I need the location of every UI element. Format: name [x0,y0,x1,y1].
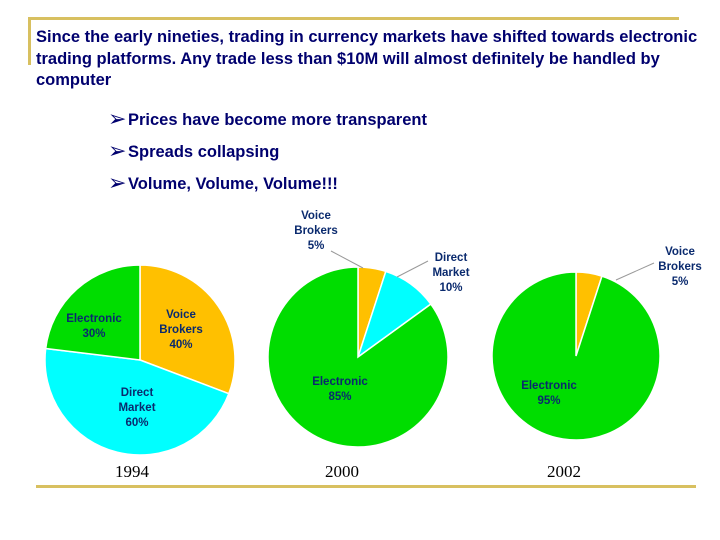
slice-label: Electronic 30% [66,313,122,340]
pie-slice [44,264,141,361]
intro-text: Since the early nineties, trading in cur… [36,28,698,89]
arrow-right-icon: ➢ [108,139,127,164]
year-label-2000: 2000 [325,462,359,481]
bullet-item: ➢ Spreads collapsing [108,136,427,168]
top-rule [28,17,679,20]
arrow-right-icon: ➢ [108,107,127,132]
year-label-2002: 2002 [547,462,581,481]
slice-label: Direct Market 10% [432,252,469,294]
slice-label: Direct Market 60% [118,387,155,429]
slice-label: Voice Brokers 5% [658,246,701,288]
bullet-item: ➢ Prices have become more transparent [108,104,427,136]
pie-slice [139,264,236,395]
bottom-rule [36,485,696,488]
slice-label: Electronic 95% [521,380,577,407]
slice-label: Voice Brokers 5% [294,210,337,252]
pie-slice [267,266,449,448]
leader-line [330,250,364,269]
leader-line [396,260,429,278]
leader-line [615,262,655,281]
pie-slice [44,347,230,456]
slice-label: Electronic 85% [312,376,368,403]
bullet-text: Volume, Volume, Volume!!! [128,175,338,193]
left-rule [28,17,31,65]
bullet-list: ➢ Prices have become more transparent ➢ … [108,104,427,200]
bullet-item: ➢ Volume, Volume, Volume!!! [108,168,427,200]
arrow-right-icon: ➢ [108,171,127,196]
year-label-1994: 1994 [115,462,149,481]
pie-slice [491,271,661,441]
bullet-text: Prices have become more transparent [128,111,427,129]
bullet-text: Spreads collapsing [128,143,280,161]
slice-label: Voice Brokers 40% [159,309,202,351]
